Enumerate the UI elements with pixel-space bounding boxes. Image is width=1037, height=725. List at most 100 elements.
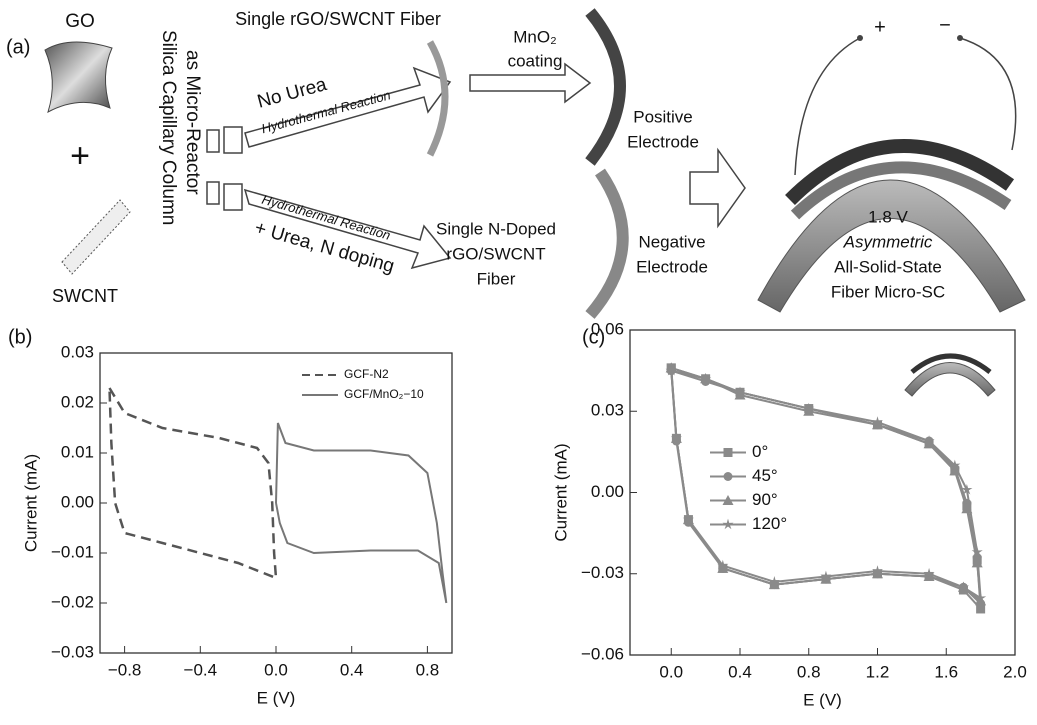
y-tick-label: −0.02: [51, 592, 94, 611]
x-tick-label: −0.4: [184, 660, 218, 679]
y-tick-label: 0.01: [61, 442, 94, 461]
marker: [700, 372, 712, 384]
device-label: All-Solid-State: [834, 257, 942, 276]
marker: [717, 559, 729, 571]
device-label: Fiber Micro-SC: [831, 282, 945, 301]
device-label: 1.8 V: [868, 207, 908, 226]
marker: [717, 562, 729, 573]
marker: [949, 459, 961, 471]
marker: [682, 513, 695, 525]
y-tick-label: 0.03: [61, 342, 94, 361]
y-axis-label: Current (mA): [21, 454, 40, 552]
y-tick-label: 0.06: [591, 319, 624, 338]
ndoped-label: Single N-Doped: [436, 219, 556, 238]
marker: [957, 581, 970, 593]
swcnt-label: SWCNT: [52, 286, 118, 306]
terminal: [857, 35, 863, 41]
marker: [734, 386, 746, 398]
negative-label: Negative: [638, 232, 705, 251]
y-tick-label: 0.03: [591, 401, 624, 420]
legend-label: 0°: [752, 442, 768, 461]
ndoped-label: rGO/SWCNT: [446, 244, 545, 263]
marker: [768, 579, 780, 590]
arrow: [244, 66, 452, 148]
marker: [872, 419, 883, 430]
marker: [971, 546, 983, 557]
marker: [722, 495, 734, 505]
plus-pole: +: [874, 16, 886, 38]
device-label: Asymmetric: [843, 232, 933, 251]
y-tick-label: −0.06: [581, 644, 624, 663]
inset-icon: [904, 353, 996, 397]
x-tick-label: 0.0: [659, 662, 683, 681]
series-line: [275, 422, 448, 604]
marker: [734, 389, 746, 400]
marker: [923, 570, 935, 581]
reactor-label: as Micro-Reactor: [182, 50, 203, 195]
x-tick-label: 0.8: [416, 660, 440, 679]
device-fiber: [790, 161, 1012, 220]
coating-label: MnO₂: [513, 27, 556, 46]
marker: [872, 568, 883, 579]
marker: [871, 416, 884, 427]
legend-label: GCF-N2: [344, 367, 389, 381]
marker: [975, 595, 987, 606]
y-tick-label: −0.03: [51, 642, 94, 661]
x-tick-label: 0.8: [797, 662, 821, 681]
device: [757, 179, 1026, 313]
marker: [961, 483, 973, 495]
legend-label: GCF/MnO₂−10: [344, 387, 424, 401]
x-tick-label: 1.6: [934, 662, 958, 681]
marker: [923, 438, 935, 449]
series-line: [108, 387, 278, 580]
series-line: [670, 369, 982, 607]
marker: [871, 565, 884, 576]
legend-label: 90°: [752, 490, 778, 509]
negative-label: Electrode: [636, 257, 708, 276]
panel-label: (a): [6, 36, 30, 58]
x-tick-label: 2.0: [1003, 662, 1027, 681]
positive-label: Electrode: [627, 132, 699, 151]
marker: [722, 518, 734, 530]
positive-fiber: [585, 8, 626, 166]
schematic: (a) GO + SWCNT Silica Capillary Column a…: [6, 8, 1026, 319]
panel-label: (b): [8, 326, 32, 348]
arrow: [469, 62, 592, 104]
marker: [820, 573, 832, 584]
capillary: [206, 126, 243, 211]
y-tick-label: 0.02: [61, 392, 94, 411]
marker: [923, 435, 935, 446]
negative-fiber: [585, 168, 629, 319]
series-line: [670, 366, 982, 604]
y-axis-label: Current (mA): [551, 443, 570, 541]
marker: [723, 472, 733, 481]
y-tick-label: 0.00: [591, 482, 624, 501]
marker: [670, 432, 682, 444]
fiber: [426, 40, 449, 157]
minus-pole: −: [939, 14, 951, 36]
marker: [975, 592, 987, 603]
plot-frame: [629, 329, 1016, 656]
marker: [665, 364, 677, 376]
go-sheet: [44, 41, 113, 114]
nanotube: [61, 199, 131, 275]
legend-label: 45°: [752, 466, 778, 485]
marker: [803, 402, 815, 414]
arrow: [689, 147, 746, 229]
coating-label: coating: [508, 51, 563, 70]
marker: [820, 570, 832, 582]
legend-label: 120°: [752, 514, 787, 533]
marker: [768, 576, 780, 587]
panel-label: (c): [582, 326, 605, 348]
marker: [803, 405, 815, 416]
go-label: GO: [65, 11, 95, 32]
x-axis-label: E (V): [803, 690, 842, 709]
marker: [923, 567, 935, 579]
x-tick-label: −0.8: [108, 660, 142, 679]
plus: +: [70, 137, 90, 175]
marker: [723, 448, 733, 457]
y-tick-label: 0.00: [61, 492, 94, 511]
x-axis-label: E (V): [257, 688, 296, 707]
